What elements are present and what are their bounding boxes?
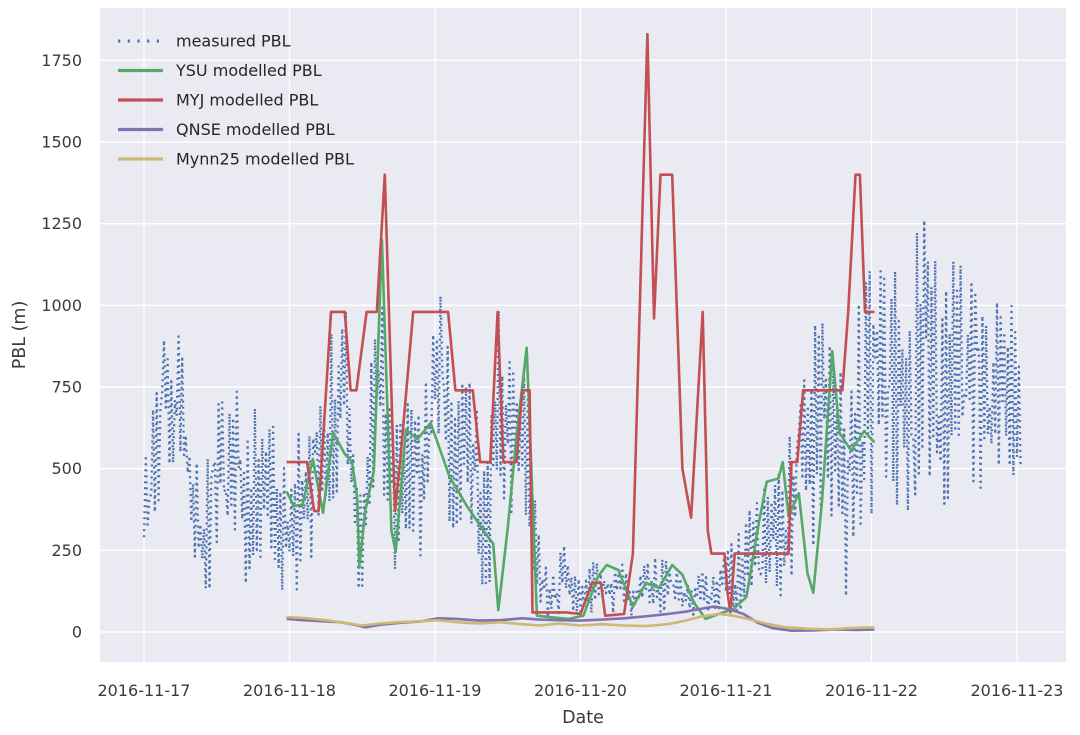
legend-label-myj-modelled-pbl: MYJ modelled PBL — [176, 91, 318, 110]
x-tick-label: 2016-11-17 — [98, 681, 191, 700]
series-measured-pbl — [142, 219, 1022, 619]
x-axis-label: Date — [562, 708, 604, 728]
x-tick-label: 2016-11-18 — [243, 681, 336, 700]
x-tick-label: 2016-11-19 — [389, 681, 482, 700]
y-tick-label: 1250 — [41, 214, 82, 233]
y-tick-label: 1750 — [41, 51, 82, 70]
x-tick-label: 2016-11-22 — [825, 681, 918, 700]
legend-label-measured-pbl: measured PBL — [176, 32, 291, 51]
x-tick-label: 2016-11-23 — [971, 681, 1064, 700]
y-tick-label: 500 — [51, 459, 82, 478]
y-tick-label: 250 — [51, 541, 82, 560]
series-qnse-modelled-pbl — [286, 605, 875, 632]
legend: measured PBL YSU modelled PBL MYJ modelled… — [118, 32, 354, 169]
series-mynn25-modelled-pbl — [286, 612, 875, 631]
legend-label-mynn25-modelled-pbl: Mynn25 modelled PBL — [176, 150, 354, 169]
y-axis-label: PBL (m) — [10, 301, 30, 370]
series-myj-modelled-pbl — [286, 32, 875, 617]
plot-area — [100, 8, 1066, 662]
y-tick-label: 1500 — [41, 132, 82, 151]
series-ysu-modelled-pbl — [285, 238, 876, 621]
y-tick-label: 1000 — [41, 296, 82, 315]
x-tick-label: 2016-11-21 — [680, 681, 773, 700]
legend-label-qnse-modelled-pbl: QNSE modelled PBL — [176, 120, 335, 139]
x-tick-label: 2016-11-20 — [534, 681, 627, 700]
y-tick-label: 0 — [72, 623, 82, 642]
y-tick-label: 750 — [51, 377, 82, 396]
legend-label-ysu-modelled-pbl: YSU modelled PBL — [175, 61, 322, 80]
